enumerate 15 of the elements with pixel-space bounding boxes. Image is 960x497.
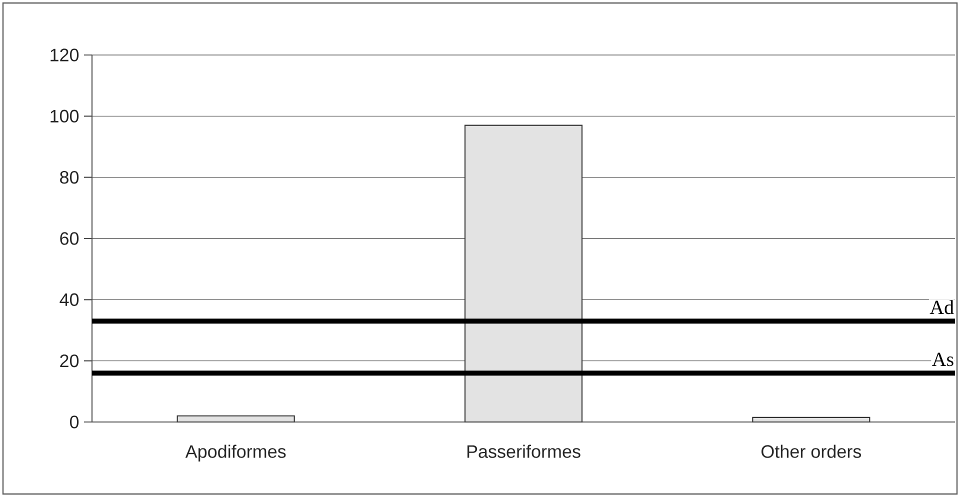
bar — [752, 416, 870, 423]
y-tick-label: 80 — [60, 170, 79, 184]
x-tick-label: Passeriformes — [467, 444, 580, 458]
ref-line-label: As — [932, 352, 954, 366]
y-tick-label: 0 — [70, 416, 79, 428]
y-tick-label: 60 — [60, 232, 79, 245]
y-tick-label: 120 — [50, 48, 79, 62]
bar — [464, 124, 583, 423]
bar — [176, 415, 295, 423]
y-tick-label: 40 — [60, 293, 79, 306]
x-tick-label: Apodiformes — [185, 444, 286, 462]
ref-line-label: Ad — [930, 300, 954, 314]
y-tick-label: 100 — [50, 110, 79, 123]
y-tick-label: 20 — [60, 354, 79, 368]
x-tick-label: Other orders — [762, 444, 862, 458]
